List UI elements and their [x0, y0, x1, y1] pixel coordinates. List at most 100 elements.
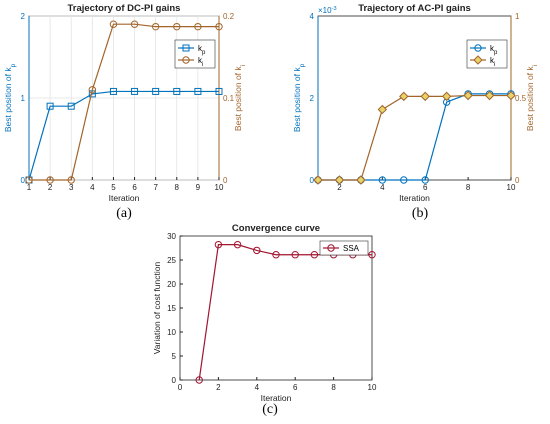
- y-left-axis-label: Best position of kp: [292, 63, 306, 132]
- legend-label: kp: [198, 44, 206, 56]
- data-point: [441, 91, 452, 102]
- data-point: [215, 87, 223, 95]
- y-tick-label: 30: [167, 232, 176, 241]
- y-right-tick-label: 0: [223, 176, 228, 185]
- data-point: [313, 175, 323, 185]
- x-tick-label: 0: [178, 383, 183, 392]
- x-tick-label: 4: [90, 183, 95, 192]
- chart-panel-c: 0 2 4 6 8 10 0 5 10 15 20 25 30 Convergence curve Iter…: [152, 223, 377, 417]
- data-point: [291, 251, 299, 259]
- data-point: [173, 87, 181, 95]
- y-right-tick-label: 0.5: [515, 94, 527, 103]
- x-tick-label: 5: [111, 183, 116, 192]
- x-tick-label: 6: [132, 183, 137, 192]
- data-point: [194, 22, 202, 31]
- data-point: [67, 176, 75, 184]
- data-point: [233, 240, 242, 249]
- y-left-exponent: ×10-3: [318, 6, 337, 15]
- y-right-tick-label: 0.1: [223, 94, 235, 103]
- y-left-tick-label: 2: [21, 12, 26, 21]
- x-tick-label: 2: [337, 183, 342, 192]
- y-tick-label: 20: [167, 280, 176, 289]
- x-tick-label: 1: [27, 183, 32, 192]
- x-tick-label: 4: [255, 383, 260, 392]
- y-right-axis-label: Best position of ki: [525, 65, 539, 131]
- data-point: [46, 176, 54, 184]
- y-left-tick-label: 0: [21, 176, 26, 185]
- data-point: [195, 376, 203, 384]
- x-axis-label: Iteration: [399, 193, 430, 203]
- x-tick-label: 7: [153, 183, 158, 192]
- x-tick-label: 10: [215, 183, 224, 192]
- x-axis-label: Iteration: [109, 193, 140, 203]
- legend-marker: [182, 56, 190, 64]
- x-tick-label: 8: [466, 183, 471, 192]
- x-tick-label: 4: [380, 183, 385, 192]
- x-tick-label: 9: [196, 183, 201, 192]
- series-line-k_p: [28, 90, 219, 181]
- panel-label: (a): [116, 206, 132, 221]
- y-left-tick-label: 1: [21, 94, 26, 103]
- legend-label: ki: [490, 56, 495, 68]
- x-axis-label: Iteration: [261, 393, 292, 403]
- x-tick-label: 3: [69, 183, 74, 192]
- data-point: [130, 20, 139, 28]
- x-tick-label: 10: [368, 383, 377, 392]
- data-point: [506, 90, 516, 101]
- chart-title: Trajectory of AC-PI gains: [358, 3, 471, 14]
- chart-title: Convergence curve: [232, 223, 320, 234]
- x-tick-label: 8: [331, 383, 336, 392]
- data-point: [420, 91, 430, 102]
- panel-label: (b): [412, 206, 429, 221]
- data-point: [88, 86, 97, 94]
- data-point: [368, 251, 376, 259]
- x-tick-label: 2: [48, 183, 53, 192]
- data-point: [194, 87, 202, 95]
- legend-marker: [327, 244, 335, 252]
- data-point: [215, 22, 223, 31]
- data-point: [356, 175, 366, 185]
- y-tick-label: 5: [172, 352, 177, 361]
- y-tick-label: 10: [167, 328, 176, 337]
- data-point: [173, 22, 181, 31]
- x-tick-label: 6: [293, 383, 298, 392]
- data-point: [131, 87, 139, 95]
- y-right-tick-label: 0: [515, 176, 520, 185]
- data-point: [400, 176, 408, 184]
- data-point: [25, 176, 33, 184]
- chart-title: Trajectory of DC-PI gains: [68, 3, 181, 14]
- legend-marker: [473, 55, 483, 65]
- data-point: [109, 20, 118, 28]
- data-point: [109, 87, 117, 95]
- legend-marker: [474, 44, 482, 52]
- data-point: [334, 175, 345, 185]
- series-line-k_i: [318, 94, 511, 181]
- y-tick-label: 0: [172, 376, 177, 385]
- data-point: [67, 102, 75, 110]
- y-right-tick-label: 1: [515, 12, 520, 21]
- y-right-axis-label: Best position of ki: [233, 65, 247, 131]
- x-tick-label: 10: [507, 183, 516, 192]
- panel-label: (c): [262, 402, 278, 417]
- legend-label: ki: [198, 56, 203, 68]
- legend-marker: [182, 44, 190, 52]
- legend-label: kp: [490, 44, 498, 56]
- data-point: [253, 246, 261, 255]
- data-point: [272, 251, 280, 259]
- data-point: [399, 91, 409, 102]
- data-point: [310, 251, 319, 259]
- data-point: [378, 176, 387, 184]
- legend: [174, 39, 216, 69]
- x-tick-label: 2: [216, 383, 221, 392]
- plot-area: [179, 235, 373, 381]
- y-left-axis-label: Best position of kp: [3, 63, 17, 132]
- y-left-tick-label: 4: [310, 12, 315, 21]
- y-left-tick-label: 2: [310, 94, 315, 103]
- legend: [466, 39, 508, 69]
- data-point: [151, 22, 160, 31]
- y-right-tick-label: 0.2: [223, 12, 235, 21]
- data-point: [152, 87, 160, 95]
